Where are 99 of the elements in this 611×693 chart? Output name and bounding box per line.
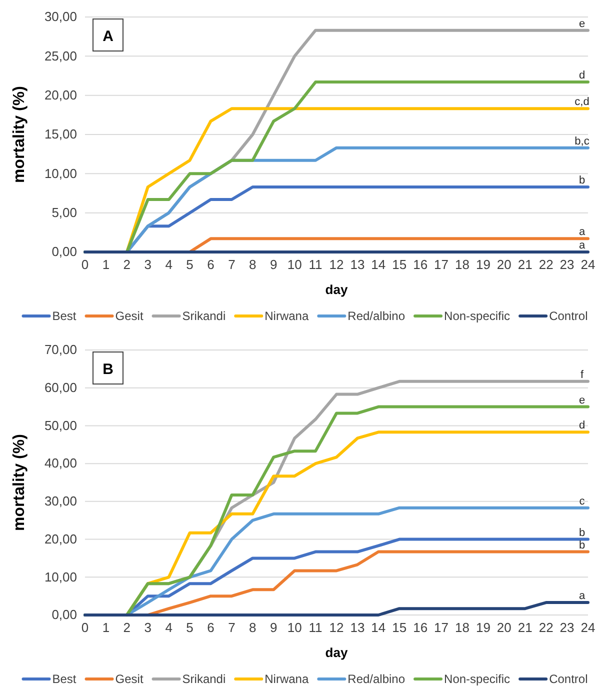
x-tick-label: 24 (580, 257, 596, 272)
x-tick-label: 8 (249, 620, 256, 636)
x-tick-label: 21 (518, 257, 532, 272)
x-tick-label: 14 (371, 257, 386, 272)
legend-label: Nirwana (264, 672, 309, 686)
x-tick-label: 2 (123, 620, 131, 636)
annotation: e (578, 18, 586, 30)
annotation: c (579, 495, 586, 508)
legend-label: Srikandi (182, 309, 226, 323)
x-tick-label: 16 (413, 620, 428, 636)
x-tick-label: 20 (496, 257, 512, 272)
annotation: d (578, 70, 586, 82)
y-tick-label: 30,00 (44, 494, 77, 509)
x-tick-label: 4 (165, 620, 172, 636)
legend-label: Gesit (115, 672, 144, 686)
y-tick-label: 40,00 (44, 456, 77, 471)
x-tick-label: 12 (329, 257, 344, 272)
x-tick-label: 18 (455, 620, 470, 636)
x-tick-label: 23 (560, 257, 574, 272)
x-tick-label: 8 (249, 257, 256, 272)
y-tick-label: 5,00 (52, 204, 77, 220)
x-tick-label: 12 (329, 620, 344, 636)
x-tick-label: 18 (455, 257, 470, 272)
legend-label: Srikandi (182, 672, 226, 686)
x-tick-label: 19 (476, 257, 490, 272)
x-tick-label: 1 (102, 620, 110, 636)
x-tick-label: 3 (144, 257, 152, 272)
annotation: d (578, 420, 586, 432)
y-tick-label: 10,00 (44, 569, 77, 584)
x-tick-label: 15 (392, 620, 407, 636)
y-tick-label: 0,00 (52, 607, 77, 622)
x-tick-label: 5 (186, 257, 194, 272)
y-tick-label: 15,00 (44, 126, 77, 142)
x-tick-label: 20 (496, 620, 512, 636)
x-tick-label: 6 (207, 620, 214, 636)
x-tick-label: 10 (287, 257, 302, 272)
x-tick-label: 9 (270, 620, 278, 636)
y-tick-label: 50,00 (44, 418, 77, 433)
y-tick-label: 60,00 (44, 380, 77, 396)
x-tick-label: 16 (413, 257, 428, 272)
x-tick-label: 0 (81, 620, 89, 636)
y-axis-title: mortality (%) (11, 434, 28, 531)
legend-label: Control (549, 309, 588, 323)
y-tick-label: 30,00 (44, 9, 77, 24)
x-tick-label: 19 (476, 620, 490, 636)
x-tick-label: 22 (538, 257, 554, 272)
y-tick-label: 70,00 (44, 342, 77, 358)
x-tick-label: 24 (580, 620, 596, 636)
x-tick-label: 4 (165, 257, 172, 272)
y-tick-label: 25,00 (44, 48, 77, 64)
legend-label: Red/albino (348, 309, 406, 323)
x-tick-label: 11 (308, 620, 322, 636)
x-axis-title: day (325, 282, 348, 297)
x-tick-label: 9 (270, 257, 278, 272)
legend-label: Nirwana (264, 309, 309, 323)
text: B (102, 361, 114, 378)
legend-label: Non-specific (444, 309, 510, 323)
x-tick-label: 5 (186, 620, 194, 636)
annotation: e (578, 394, 586, 406)
x-tick-label: 3 (144, 620, 152, 636)
x-tick-label: 21 (518, 620, 532, 636)
legend-label: Gesit (115, 309, 144, 323)
x-tick-label: 7 (228, 257, 236, 272)
x-tick-label: 15 (392, 257, 407, 272)
x-tick-label: 23 (560, 620, 574, 636)
x-tick-label: 17 (434, 620, 449, 636)
x-tick-label: 10 (287, 620, 302, 636)
legend-label: Red/albino (348, 672, 406, 686)
x-tick-label: 0 (81, 257, 89, 272)
y-tick-label: 20,00 (44, 87, 77, 102)
y-tick-label: 0,00 (52, 244, 77, 260)
x-tick-label: 2 (123, 257, 131, 272)
x-tick-label: 22 (538, 620, 554, 636)
x-tick-label: 7 (228, 620, 236, 636)
x-tick-label: 11 (308, 257, 322, 272)
annotation: b,c (574, 135, 590, 148)
x-tick-label: 13 (350, 620, 365, 636)
x-tick-label: 1 (102, 257, 110, 272)
legend-label: Non-specific (444, 672, 510, 686)
legend-label: Best (52, 309, 77, 323)
x-tick-label: 6 (207, 257, 214, 272)
x-axis-title: day (325, 645, 348, 660)
legend-label: Control (549, 672, 588, 686)
annotation: c,d (574, 96, 590, 108)
annotation: b (578, 174, 586, 186)
annotation: f (580, 368, 584, 381)
y-axis-title: mortality (%) (11, 86, 28, 183)
text: A (102, 28, 114, 45)
annotation: a (578, 590, 586, 602)
x-tick-label: 13 (350, 257, 365, 272)
annotation: a (578, 240, 586, 252)
annotation: b (578, 539, 586, 552)
legend-label: Best (52, 672, 77, 686)
x-tick-label: 14 (371, 620, 386, 636)
annotation: b (578, 526, 586, 539)
y-tick-label: 10,00 (44, 166, 77, 181)
annotation: a (578, 226, 586, 238)
y-tick-label: 20,00 (44, 531, 77, 546)
x-tick-label: 17 (434, 257, 449, 272)
